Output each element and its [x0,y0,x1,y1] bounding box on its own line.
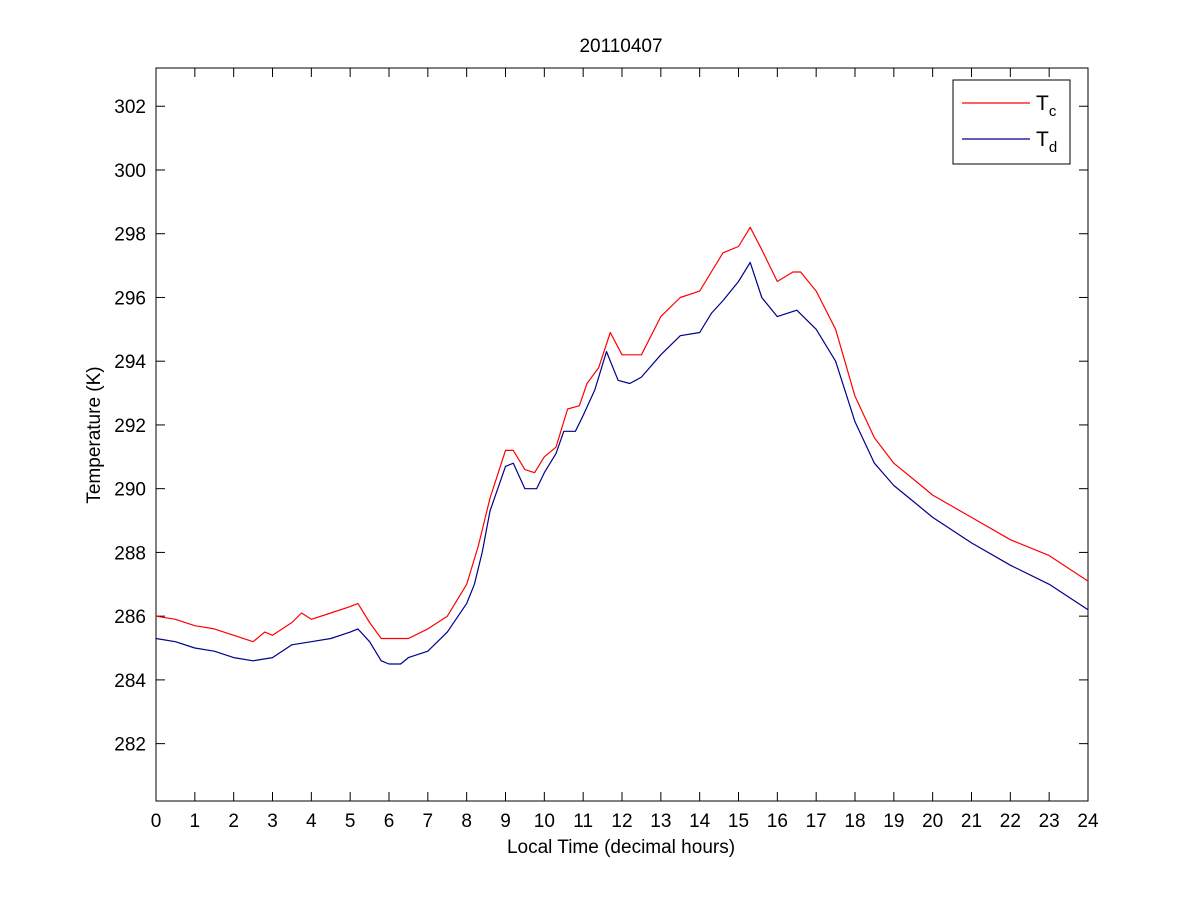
y-axis-label: Temperature (K) [84,366,105,503]
x-tick-label: 23 [1039,811,1060,832]
y-tick-label: 298 [114,225,146,246]
x-tick-label: 16 [767,811,788,832]
x-tick-label: 13 [650,811,671,832]
y-tick-label: 286 [114,607,146,628]
series-lines [155,226,1089,665]
x-tick-label: 2 [228,811,239,832]
y-tick-labels: 282 284 286 288 290 292 294 296 298 300 302 [114,97,146,755]
x-tick-label: 22 [1000,811,1021,832]
y-tick-label: 292 [114,416,146,437]
x-tick-label: 8 [461,811,472,832]
x-tick-label: 10 [534,811,555,832]
x-tick-label: 17 [806,811,827,832]
x-tick-label: 9 [500,811,511,832]
x-tick-label: 20 [922,811,943,832]
chart-title: 20110407 [579,36,662,57]
x-tick-label: 24 [1077,811,1099,832]
y-tick-label: 290 [114,480,146,501]
legend-box [952,79,1071,165]
y-tick-label: 302 [114,97,146,118]
x-axis-label: Local Time (decimal hours) [507,837,735,858]
x-tick-label: 7 [423,811,434,832]
tick-marks [155,68,1089,801]
y-tick-label: 300 [114,161,146,182]
x-tick-label: 21 [961,811,982,832]
x-tick-label: 19 [883,811,904,832]
x-tick-label: 14 [689,811,711,832]
x-tick-label: 1 [190,811,201,832]
x-tick-label: 11 [573,811,593,832]
x-tick-label: 6 [384,811,395,832]
y-tick-label: 288 [114,543,146,564]
x-tick-label: 0 [151,811,162,832]
x-tick-label: 4 [306,811,317,832]
x-tick-label: 3 [267,811,278,832]
plot-area [155,67,1089,802]
y-tick-label: 294 [114,352,146,373]
y-tick-label: 284 [114,671,146,692]
x-tick-label: 18 [844,811,865,832]
x-tick-labels: 0 1 2 3 4 5 6 7 8 9 10 11 12 13 14 15 16 17 18 19 20 21 22 23 24 [151,811,1099,832]
series-line-tc [155,226,1089,643]
x-tick-label: 5 [345,811,356,832]
series-line-td [155,261,1089,665]
legend-label-subscript: c [1049,103,1057,120]
x-tick-label: 15 [728,811,749,832]
legend-label-subscript: d [1049,139,1057,156]
y-tick-label: 282 [114,735,146,756]
x-tick-label: 12 [611,811,632,832]
y-tick-label: 296 [114,288,146,309]
